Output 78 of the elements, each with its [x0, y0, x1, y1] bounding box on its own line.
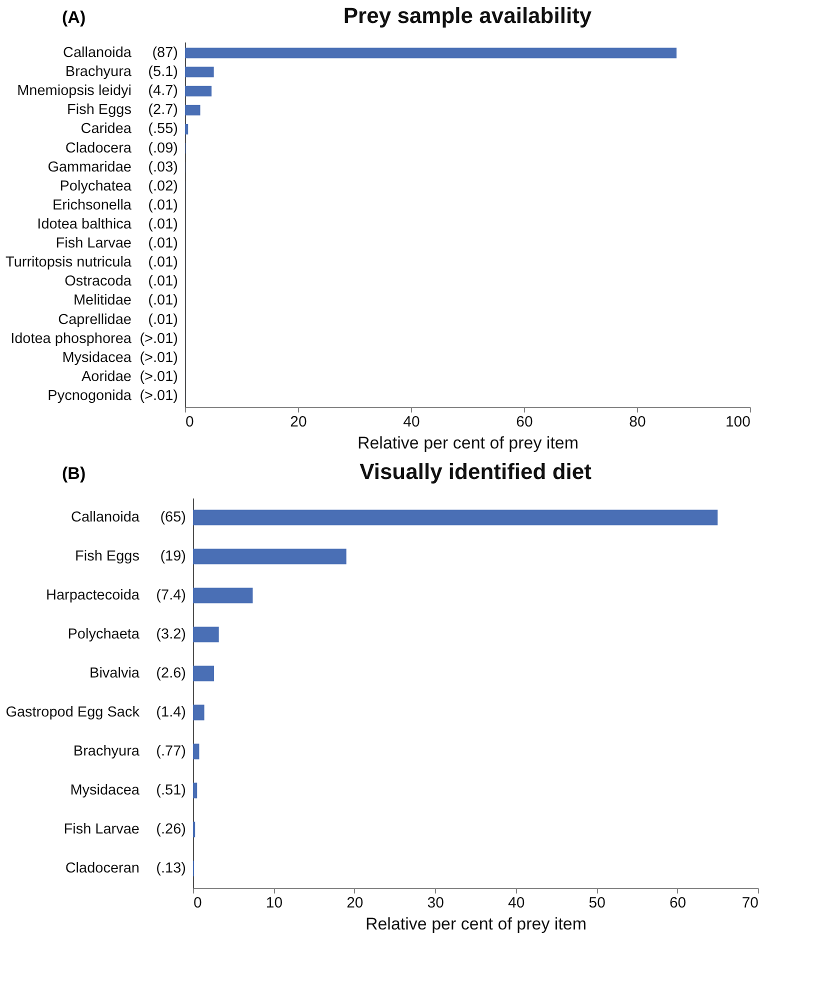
y-tick-label: Cladoceran: [65, 860, 140, 876]
y-tick-label: Callanoida: [62, 44, 132, 61]
y-tick-label: Idotea phosphorea: [10, 330, 132, 347]
data-label: (.01): [148, 312, 178, 328]
x-tick-label: 40: [403, 414, 420, 430]
data-label: (19): [160, 548, 186, 564]
data-label: (>.01): [140, 368, 178, 385]
y-tick-label: Mysidacea: [70, 782, 140, 798]
chart-title: Prey sample availability: [343, 3, 592, 28]
data-label: (.02): [148, 178, 178, 194]
y-tick-label: Fish Larvae: [64, 822, 140, 838]
y-tick-label: Gammaridae: [48, 159, 132, 176]
data-label: (.09): [148, 140, 178, 156]
x-tick-label: 60: [669, 894, 686, 912]
y-tick-label: Brachyura: [73, 744, 140, 760]
x-axis-title: Relative per cent of prey item: [365, 914, 587, 934]
data-label: (>.01): [140, 330, 178, 347]
y-tick-label: Cladocera: [65, 140, 132, 156]
y-tick-label: Brachyura: [65, 64, 132, 80]
y-tick-label: Fish Eggs: [75, 548, 140, 564]
y-tick-label: Gastropod Egg Sack: [6, 704, 140, 720]
x-tick-label: 40: [508, 894, 525, 912]
y-tick-label: Ostracoda: [64, 274, 132, 290]
data-label: (7.4): [156, 588, 186, 604]
data-label: (.01): [148, 216, 178, 232]
data-label: (.51): [156, 782, 186, 798]
data-label: (>.01): [140, 388, 178, 404]
data-label: (.55): [148, 121, 178, 138]
data-label: (>.01): [140, 350, 178, 366]
y-tick-label: Polychaeta: [68, 626, 140, 642]
chart-title: Visually identified diet: [360, 459, 592, 484]
y-tick-label: Turritopsis nutricula: [6, 254, 132, 271]
data-label: (.03): [148, 159, 178, 176]
text: (A): [62, 8, 86, 28]
data-label: (.01): [148, 236, 178, 252]
y-tick-label: Fish Larvae: [56, 236, 132, 252]
y-tick-label: Polychatea: [60, 178, 132, 194]
data-label: (.13): [156, 860, 186, 876]
text: (B): [62, 464, 86, 484]
data-label: (2.7): [148, 102, 178, 118]
data-label: (5.1): [148, 64, 178, 80]
x-tick-label: 0: [186, 414, 194, 430]
x-tick-label: 80: [629, 414, 646, 430]
y-tick-label: Caprellidae: [58, 312, 132, 328]
y-tick-label: Mnemiopsis leidyi: [17, 83, 132, 100]
data-label: (3.2): [156, 626, 186, 642]
data-label: (.26): [156, 822, 186, 838]
x-tick-label: 20: [290, 414, 307, 430]
data-label: (65): [160, 510, 186, 526]
x-tick-label: 50: [588, 894, 606, 912]
x-tick-label: 60: [516, 414, 533, 430]
x-tick-label: 100: [725, 414, 750, 430]
data-label: (4.7): [148, 83, 178, 100]
y-tick-label: Fish Eggs: [67, 102, 132, 118]
data-label: (.01): [148, 254, 178, 271]
y-tick-label: Bivalvia: [90, 666, 140, 682]
x-tick-label: 10: [266, 894, 283, 912]
x-tick-label: 70: [742, 894, 758, 912]
y-tick-label: Mysidacea: [62, 350, 132, 366]
x-axis-title: Relative per cent of prey item: [357, 434, 579, 452]
y-tick-label: Aoridae: [82, 368, 132, 385]
y-tick-label: Idotea balthica: [37, 216, 132, 232]
data-label: (.01): [148, 197, 178, 214]
x-tick-label: 20: [346, 894, 364, 912]
data-label: (2.6): [156, 666, 186, 682]
data-label: (.01): [148, 292, 178, 309]
y-tick-label: Pycnogonida: [48, 388, 132, 404]
x-tick-label: 0: [194, 894, 202, 912]
data-label: (.01): [148, 274, 178, 290]
y-tick-label: Caridea: [80, 121, 132, 138]
y-tick-label: Harpactecoida: [46, 588, 140, 604]
y-tick-label: Erichsonella: [52, 197, 132, 214]
data-label: (87): [152, 44, 178, 61]
y-tick-label: Melitidae: [73, 292, 132, 309]
data-label: (1.4): [156, 704, 186, 720]
y-tick-label: Callanoida: [70, 510, 140, 526]
data-label: (.77): [156, 744, 186, 760]
x-tick-label: 30: [427, 894, 444, 912]
